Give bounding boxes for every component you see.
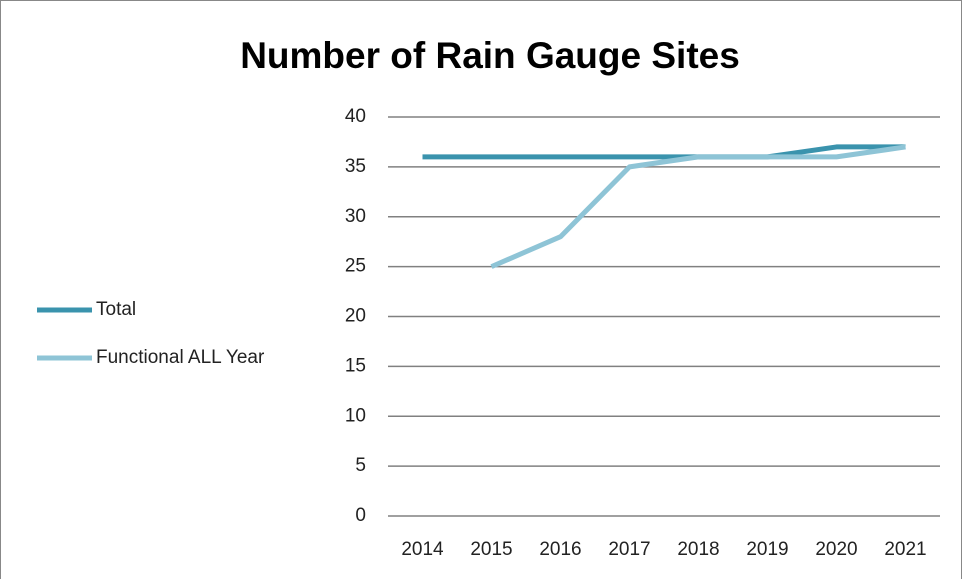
y-tick-label: 10 [345, 405, 366, 426]
y-tick-label: 30 [345, 206, 366, 227]
y-tick-label: 5 [355, 455, 366, 476]
y-tick-label: 40 [345, 106, 366, 127]
x-tick-label: 2014 [401, 539, 444, 560]
y-tick-label: 20 [345, 306, 366, 327]
x-tick-label: 2021 [884, 539, 926, 560]
y-tick-label: 0 [355, 505, 366, 526]
series-line [490, 144, 906, 269]
legend-label: Functional ALL Year [96, 347, 265, 368]
y-tick-label: 15 [345, 355, 366, 376]
legend-label: Total [96, 299, 136, 320]
x-tick-label: 2016 [539, 539, 581, 560]
x-tick-label: 2018 [677, 539, 719, 560]
chart-title: Number of Rain Gauge Sites [240, 35, 740, 76]
x-tick-label: 2020 [815, 539, 857, 560]
y-tick-label: 25 [345, 256, 366, 277]
x-tick-label: 2017 [608, 539, 650, 560]
x-tick-label: 2015 [470, 539, 512, 560]
series-line [422, 144, 906, 160]
x-tick-label: 2019 [746, 539, 788, 560]
y-tick-label: 35 [345, 156, 366, 177]
